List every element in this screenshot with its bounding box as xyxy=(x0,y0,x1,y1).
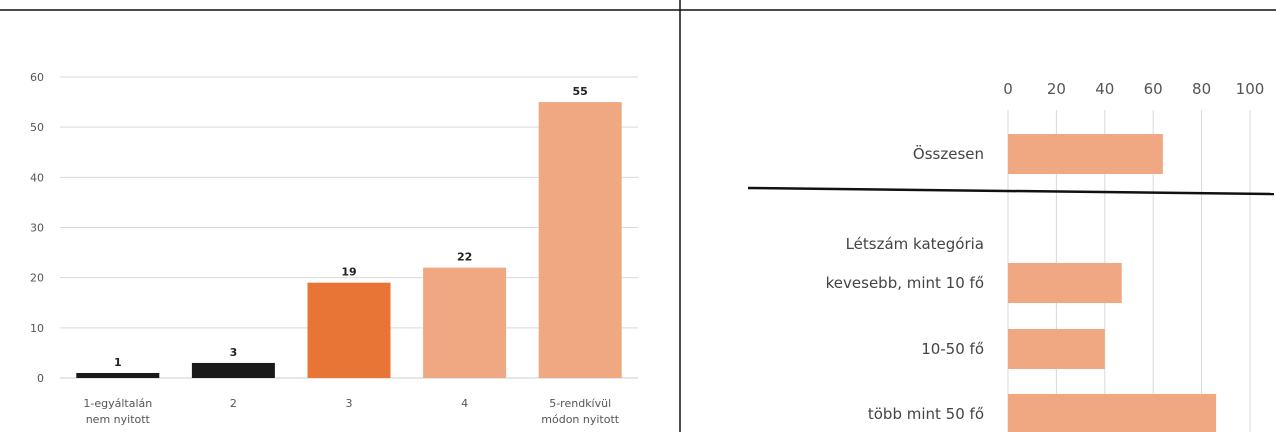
x-tick-label: 20 xyxy=(1047,80,1066,98)
section-separator-line xyxy=(747,186,1275,196)
horizontal-bar xyxy=(1008,134,1163,174)
x-category-label: 3 xyxy=(346,397,353,410)
x-tick-label: 60 xyxy=(1144,80,1163,98)
row-category-label: több mint 50 fő xyxy=(868,405,984,423)
x-category-label: 4 xyxy=(461,397,468,410)
x-category-label: módon nyitott xyxy=(541,413,620,426)
x-category-label: 5-rendkívül xyxy=(549,397,611,410)
bar-data-label: 22 xyxy=(457,251,472,264)
horizontal-bar xyxy=(1008,329,1105,369)
row-category-label: 10-50 fő xyxy=(921,340,984,358)
x-tick-label: 0 xyxy=(1003,80,1013,98)
horizontal-bar xyxy=(1008,394,1217,432)
row-category-label: Létszám kategória xyxy=(846,235,984,253)
bar xyxy=(423,267,507,378)
y-tick-label: 10 xyxy=(30,322,44,335)
y-tick-label: 40 xyxy=(30,171,44,184)
bar-data-label: 19 xyxy=(341,266,356,279)
y-tick-label: 0 xyxy=(37,372,44,385)
bar xyxy=(191,362,275,378)
row-category-label: kevesebb, mint 10 fő xyxy=(826,274,984,292)
y-tick-label: 20 xyxy=(30,272,44,285)
x-category-label: nem nyitott xyxy=(86,413,151,426)
left-bar-chart: 0 10 20 30 40 50 60 1 1-egyáltalán nem nyitott 3 2 1… xyxy=(30,71,638,426)
x-category-label: 2 xyxy=(230,397,237,410)
bar-data-label: 55 xyxy=(573,85,588,98)
x-tick-label: 80 xyxy=(1192,80,1211,98)
bar xyxy=(538,102,622,378)
bar-data-label: 1 xyxy=(114,356,122,369)
y-tick-label: 30 xyxy=(30,222,44,235)
horizontal-bar xyxy=(1008,263,1122,303)
bar xyxy=(307,282,391,378)
x-tick-label: 100 xyxy=(1236,80,1265,98)
y-tick-label: 50 xyxy=(30,121,44,134)
row-category-label: Összesen xyxy=(913,144,984,163)
x-tick-label: 40 xyxy=(1095,80,1114,98)
y-tick-label: 60 xyxy=(30,71,44,84)
right-bar-chart: 0 20 40 60 80 100 Összesen Létszám kategória kev… xyxy=(826,80,1265,432)
bar-data-label: 3 xyxy=(230,346,238,359)
x-category-label: 1-egyáltalán xyxy=(83,397,152,410)
bar xyxy=(76,372,160,378)
